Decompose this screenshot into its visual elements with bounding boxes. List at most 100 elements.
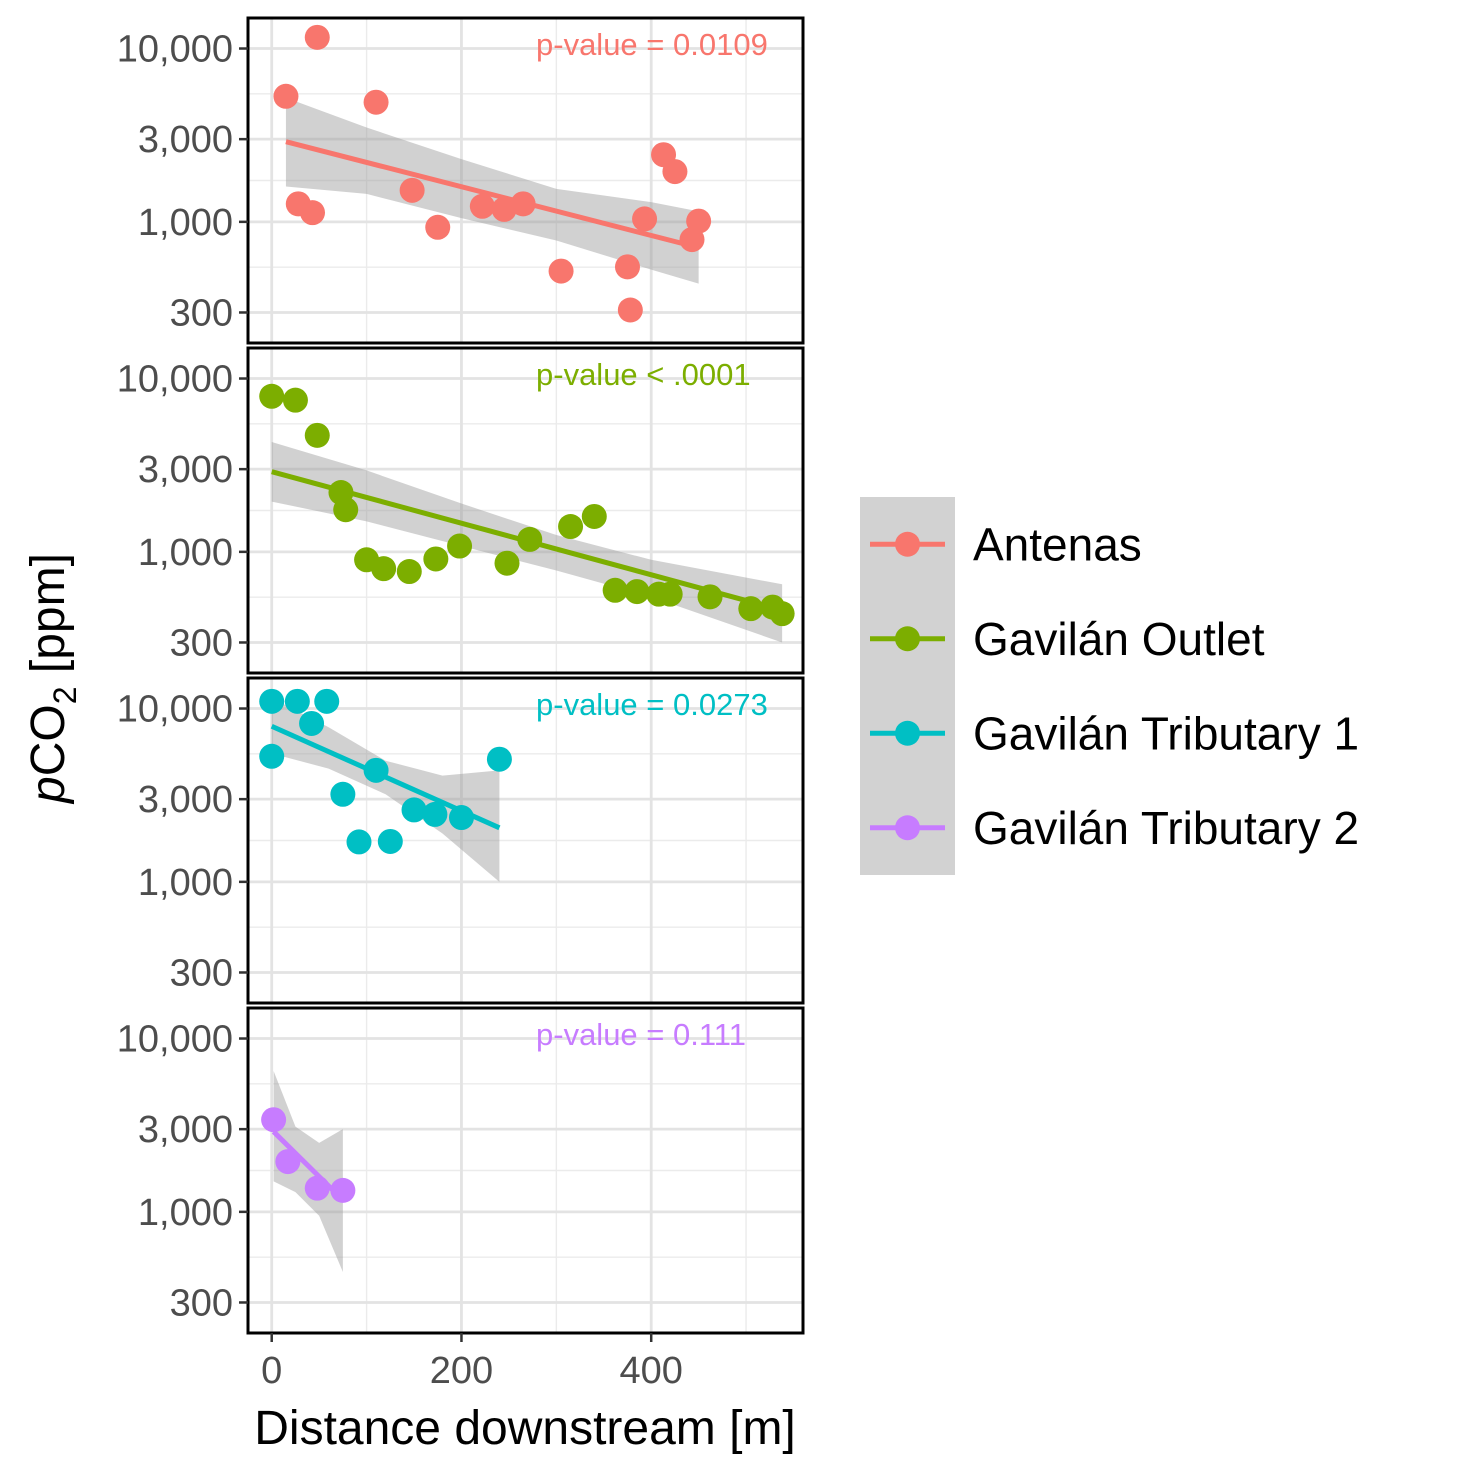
data-point: [299, 710, 325, 736]
data-point: [617, 297, 643, 323]
y-tick-label: 3,000: [138, 449, 233, 491]
data-point: [259, 743, 285, 769]
y-axis-title-main: CO: [22, 704, 75, 776]
data-point: [662, 159, 688, 185]
data-point: [686, 208, 712, 234]
y-tick-label: 10,000: [117, 689, 233, 731]
data-point: [425, 214, 451, 240]
panel-border: [246, 1006, 805, 1335]
y-tick-label: 1,000: [138, 202, 233, 244]
y-tick-label: 3,000: [138, 1109, 233, 1151]
legend-label: Antenas: [973, 518, 1142, 570]
legend-item: Gavilán Tributary 2: [860, 780, 1359, 875]
panel-border: [246, 16, 805, 345]
regression-line: [285, 139, 700, 251]
data-point: [657, 581, 683, 607]
data-point: [447, 533, 473, 559]
y-tick-label: 300: [170, 1282, 233, 1324]
data-point: [548, 258, 574, 284]
confidence-band: [273, 1070, 343, 1272]
confidence-band: [271, 698, 500, 882]
data-point: [396, 559, 422, 585]
data-point: [371, 556, 397, 582]
legend-key-point: [895, 815, 920, 841]
data-point: [401, 797, 427, 823]
data-point: [314, 688, 340, 714]
data-point: [300, 200, 326, 226]
x-axis-title: Distance downstream [m]: [254, 1402, 796, 1455]
data-point: [282, 387, 308, 413]
y-tick-label: 1,000: [138, 862, 233, 904]
data-point: [697, 584, 723, 610]
legend-item: Gavilán Outlet: [860, 591, 1265, 686]
legend-key-point: [895, 531, 920, 557]
y-axis-title-italic: p: [22, 776, 75, 805]
x-tick-label: 400: [620, 1350, 683, 1392]
y-tick-label: 300: [170, 622, 233, 664]
data-point: [304, 422, 330, 448]
y-tick-label: 300: [170, 292, 233, 334]
legend-item: Antenas: [860, 497, 1142, 592]
facet-panels: p-value = 0.01093001,0003,00010,000p-val…: [117, 16, 805, 1335]
data-point: [330, 781, 356, 807]
data-point: [363, 757, 389, 783]
data-point: [259, 383, 285, 409]
panel-border: [246, 346, 805, 675]
y-axis-title: pCO2 [ppm]: [22, 553, 83, 805]
data-point: [469, 193, 495, 219]
y-tick-label: 1,000: [138, 1192, 233, 1234]
x-tick-label: 0: [261, 1350, 282, 1392]
data-point: [602, 577, 628, 603]
data-point: [346, 829, 372, 855]
facet-panel-4: p-value = 0.111 300 1,000 3,000 10,000: [117, 1006, 805, 1335]
x-tick-label: 200: [430, 1350, 493, 1392]
panel-border: [246, 676, 805, 1005]
facet-panel-3: p-value = 0.0273 300 1,000 3,000 10,000: [117, 676, 805, 1005]
data-point: [259, 688, 285, 714]
legend-label: Gavilán Tributary 2: [973, 802, 1359, 854]
y-tick-label: 1,000: [138, 532, 233, 574]
confidence-band: [285, 97, 699, 284]
data-point: [632, 206, 658, 232]
data-point: [261, 1107, 287, 1133]
data-point: [399, 177, 425, 203]
data-point: [275, 1149, 301, 1175]
data-point: [769, 601, 795, 627]
data-point: [377, 828, 403, 854]
legend-key-point: [895, 626, 920, 652]
data-point: [624, 579, 650, 605]
legend: Antenas Gavilán Outlet Gavilán Tributary 1…: [860, 497, 1359, 875]
data-point: [614, 254, 640, 280]
x-axis: 0 200 400: [261, 1333, 683, 1392]
y-axis-title-suffix: [ppm]: [22, 553, 75, 686]
legend-label: Gavilán Tributary 1: [973, 707, 1359, 759]
panel-plot-area: p-value = 0.0273: [259, 687, 768, 882]
data-point: [273, 83, 299, 109]
legend-label: Gavilán Outlet: [973, 613, 1265, 665]
data-point: [510, 191, 536, 217]
facet-panel-2: p-value < .0001 300 1,000 3,000 10,000: [117, 346, 805, 675]
p-value-label: p-value = 0.0273: [536, 687, 768, 722]
data-point: [330, 1177, 356, 1203]
p-value-label: p-value = 0.111: [536, 1017, 746, 1052]
data-point: [517, 526, 543, 552]
data-point: [304, 1175, 330, 1201]
legend-item: Gavilán Tributary 1: [860, 686, 1359, 781]
data-point: [422, 801, 448, 827]
data-point: [284, 688, 310, 714]
data-point: [363, 89, 389, 115]
data-point: [423, 546, 449, 572]
data-point: [448, 805, 474, 831]
legend-key-point: [895, 720, 920, 746]
data-point: [558, 514, 584, 540]
data-point: [738, 596, 764, 622]
data-point: [486, 746, 512, 772]
y-tick-label: 3,000: [138, 119, 233, 161]
y-tick-label: 10,000: [117, 1019, 233, 1061]
data-point: [581, 503, 607, 529]
data-point: [304, 24, 330, 50]
data-point: [494, 550, 520, 576]
data-point: [491, 196, 517, 222]
p-value-label: p-value < .0001: [536, 357, 751, 392]
